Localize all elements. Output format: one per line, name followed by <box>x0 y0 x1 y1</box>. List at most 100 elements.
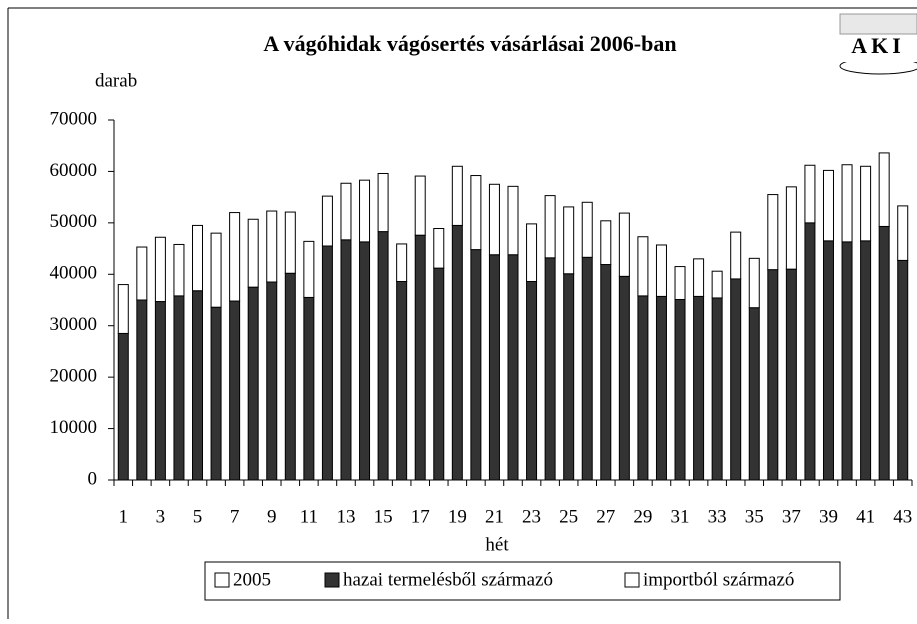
bar-segment <box>377 172 389 233</box>
bar-segment <box>451 224 463 481</box>
x-tick-label: 29 <box>633 506 652 527</box>
x-tick-label: 7 <box>230 506 240 527</box>
chart-title: A vágóhidak vágósertés vásárlásai 2006-b… <box>263 31 676 56</box>
x-tick-label: 37 <box>782 506 801 527</box>
legend-label: hazai termelésből származó <box>343 569 553 590</box>
x-tick-label: 1 <box>119 506 129 527</box>
bar-segment <box>284 211 296 274</box>
bar-segment <box>878 225 890 481</box>
bar-segment <box>340 239 352 481</box>
bar-segment <box>470 249 482 481</box>
x-tick-label: 33 <box>708 506 727 527</box>
bar-segment <box>860 165 872 242</box>
x-tick-label: 25 <box>559 506 578 527</box>
bar-segment <box>136 246 148 301</box>
y-tick-label: 60000 <box>50 160 98 181</box>
x-tick-label: 15 <box>374 506 393 527</box>
bar-segment <box>470 175 482 251</box>
x-tick-label: 39 <box>819 506 838 527</box>
bar-segment <box>748 257 760 309</box>
x-tick-label: 35 <box>745 506 764 527</box>
bar-segment <box>247 286 259 481</box>
x-tick-label: 3 <box>156 506 166 527</box>
bar-segment <box>711 270 723 299</box>
bar-segment <box>488 254 500 481</box>
bar-segment <box>822 240 834 481</box>
bar-segment <box>451 165 463 226</box>
bar-segment <box>804 222 816 481</box>
logo-text: AKI <box>851 33 905 58</box>
bar-segment <box>229 300 241 481</box>
bar-segment <box>136 299 148 481</box>
bar-segment <box>655 295 667 481</box>
bar-segment <box>637 236 649 297</box>
bar-segment <box>526 223 538 282</box>
legend-swatch <box>624 572 640 588</box>
bar-segment <box>340 182 352 241</box>
x-tick-label: 31 <box>671 506 690 527</box>
bar-segment <box>822 169 834 242</box>
x-tick-label: 41 <box>856 506 875 527</box>
x-tick-label: 9 <box>267 506 277 527</box>
bar-segment <box>581 201 593 258</box>
bar-segment <box>897 205 909 261</box>
x-tick-label: 23 <box>522 506 541 527</box>
bar-segment <box>544 195 556 259</box>
x-tick-label: 5 <box>193 506 203 527</box>
x-axis-label: hét <box>485 534 509 555</box>
y-tick-label: 10000 <box>50 417 98 438</box>
x-tick-label: 17 <box>411 506 430 527</box>
bar-segment <box>359 241 371 481</box>
bar-segment <box>303 296 315 481</box>
bar-segment <box>117 284 129 334</box>
bar-segment <box>414 175 426 236</box>
y-axis-label: darab <box>95 70 137 91</box>
y-tick-label: 30000 <box>50 314 98 335</box>
bar-segment <box>433 228 445 269</box>
legend-label: 2005 <box>233 569 271 590</box>
bar-segment <box>637 295 649 481</box>
bar-segment <box>878 152 890 227</box>
bar-segment <box>563 206 575 275</box>
bar-segment <box>860 240 872 481</box>
bar-segment <box>581 256 593 481</box>
bar-segment <box>841 164 853 243</box>
bar-segment <box>526 280 538 481</box>
bar-segment <box>748 307 760 481</box>
bar-segment <box>767 194 779 271</box>
bar-segment <box>266 210 278 283</box>
y-tick-label: 20000 <box>50 366 98 387</box>
legend-label: importból származó <box>643 569 794 590</box>
bar-segment <box>433 267 445 481</box>
bar-segment <box>600 220 612 266</box>
bar-segment <box>804 164 816 224</box>
bar-segment <box>210 232 222 308</box>
bar-segment <box>618 275 630 481</box>
bar-segment <box>321 245 333 481</box>
bar-segment <box>210 306 222 481</box>
bar-segment <box>711 297 723 481</box>
bar-segment <box>359 179 371 243</box>
bar-segment <box>618 212 630 277</box>
bar-segment <box>192 290 204 481</box>
bar-segment <box>785 186 797 270</box>
bar-segment <box>730 231 742 280</box>
bar-segment <box>192 224 204 292</box>
bar-segment <box>785 268 797 481</box>
x-tick-label: 27 <box>596 506 615 527</box>
bar-segment <box>730 278 742 481</box>
bar-segment <box>396 243 408 282</box>
bar-segment <box>693 258 705 297</box>
y-tick-label: 40000 <box>50 263 98 284</box>
logo: AKI <box>839 13 917 75</box>
bar-segment <box>284 272 296 481</box>
bar-segment <box>414 234 426 481</box>
bar-segment <box>117 332 129 481</box>
bar-segment <box>674 266 686 300</box>
bar-segment <box>507 185 519 256</box>
bar-segment <box>767 269 779 481</box>
bar-segment <box>563 273 575 481</box>
x-tick-label: 43 <box>893 506 912 527</box>
bar-segment <box>507 254 519 481</box>
bar-segment <box>897 259 909 481</box>
